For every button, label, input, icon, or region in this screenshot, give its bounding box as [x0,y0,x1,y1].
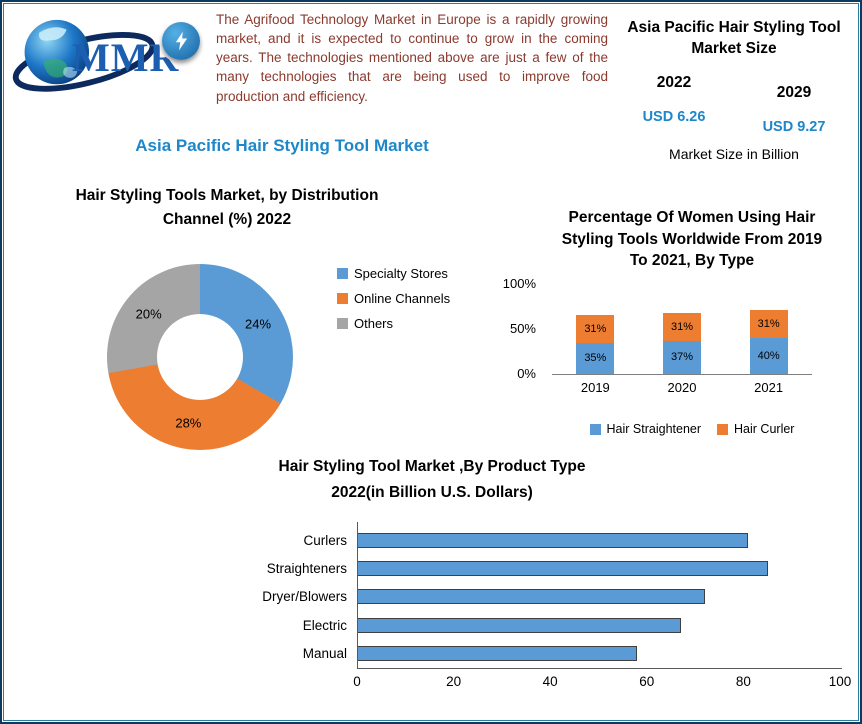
hbar-row: Electric [147,611,840,639]
bar-segment: 31% [662,312,701,341]
bar-track [357,583,840,611]
market-size-caption: Market Size in Billion [669,145,799,162]
x-tick-label: 80 [735,674,751,689]
bar-track [357,611,840,639]
hbar-chart-title: Hair Styling Tool Market ,By Product Typ… [278,458,586,501]
stacked-chart-title: Percentage Of Women Using Hair Styling T… [561,209,823,270]
donut-hole [157,314,243,400]
mmr-logo: MMR [8,6,213,106]
stacked-xlabels: 2019 2020 2021 [552,380,812,395]
year-start: 2022 [656,73,692,91]
value-start: USD 6.26 [642,108,706,125]
stacked-bar: 31% 40% [749,310,788,374]
value-end: USD 9.27 [762,118,826,135]
donut-slice-label: 20% [135,306,162,322]
stacked-legend: Hair Straightener Hair Curler [537,422,847,436]
legend-item: Hair Curler [717,422,794,436]
x-tick-label: 40 [542,674,558,689]
legend-item: Specialty Stores [337,266,450,281]
bar-track [357,526,840,554]
stacked-ylabels: 0% 50% 100% [494,276,542,381]
category-label: Electric [302,617,347,633]
donut-slice-label: 28% [175,415,202,431]
x-tick-label: 100 [828,674,852,689]
year-end: 2029 [776,83,812,101]
hbar-row: Curlers [147,526,840,554]
legend-label: Hair Straightener [606,422,702,436]
donut-legend: Specialty Stores Online Channels Others [337,266,450,331]
x-tick-label: 20 [446,674,462,689]
hbar-row: Dryer/Blowers [147,583,840,611]
x-tick-label: 2021 [754,380,784,395]
legend-swatch [337,268,348,279]
legend-label: Online Channels [354,291,451,306]
bar-segment: 40% [749,338,788,374]
hbar-rows: Curlers Straighteners Dryer/Blowers Electri… [147,526,840,668]
bar-segment: 35% [576,342,615,374]
y-tick-label: 100% [502,276,536,291]
legend-swatch [337,318,348,329]
stacked-plot: 31% 35% 31% 37% 31% 40% [552,284,812,375]
category-label: Dryer/Blowers [262,589,347,605]
donut-chart-title: Hair Styling Tools Market, by Distributi… [75,187,379,229]
legend-swatch [589,423,601,435]
market-size-grid: 2022 2029 USD 6.26 USD 9.27 [614,73,854,135]
stacked-bar: 31% 37% [662,312,701,374]
hbar-xticks: 0 20 40 60 80 100 [353,674,851,692]
bar-segment: 31% [749,310,788,338]
y-tick-label: 0% [517,366,536,381]
bar-segment: 31% [576,314,615,343]
logo-text: MMR [72,35,180,80]
x-tick-label: 2019 [580,380,610,395]
bar-track [357,554,840,582]
bar [357,589,705,605]
bar-segment: 37% [662,340,701,374]
bar [357,561,768,577]
legend-label: Specialty Stores [354,266,448,281]
bar [357,646,638,662]
bar [357,617,681,633]
hbar-row: Straighteners [147,554,840,582]
y-tick-label: 50% [509,321,536,336]
legend-swatch [717,423,729,435]
donut-slice-label: 24% [245,316,272,331]
donut-chart: 24% 28% 20% [107,264,293,450]
intro-paragraph: The Agrifood Technology Market in Europe… [216,12,608,104]
category-label: Manual [302,646,347,662]
category-label: Straighteners [266,561,347,577]
stacked-bar: 31% 35% [576,314,615,374]
market-size-panel: Asia Pacific Hair Styling Tool Market Si… [614,18,854,162]
legend-label: Others [354,316,394,331]
x-tick-label: 0 [353,674,361,689]
legend-item: Online Channels [337,291,450,306]
legend-label: Hair Curler [734,422,795,436]
legend-swatch [337,293,348,304]
category-label: Curlers [303,532,347,548]
x-tick-label: 60 [639,674,655,689]
bar [357,532,749,548]
globe-icon [12,19,156,92]
page-title: Asia Pacific Hair Styling Tool Market [135,136,429,155]
legend-item: Hair Straightener [589,422,702,436]
hbar-row: Manual [147,640,840,668]
x-tick-label: 2020 [667,380,697,395]
legend-item: Others [337,316,450,331]
lightning-icon [162,22,200,60]
bar-track [357,640,840,668]
market-size-title: Asia Pacific Hair Styling Tool Market Si… [627,19,841,57]
